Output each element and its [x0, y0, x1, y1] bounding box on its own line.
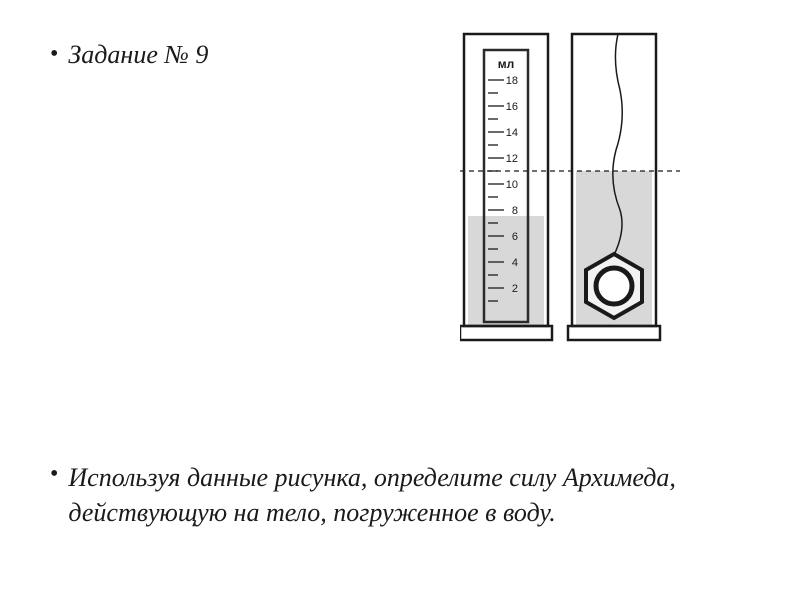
left-water	[468, 216, 544, 326]
cylinders-diagram: мл 18 16 14 12 10 8 6 4	[460, 20, 680, 360]
bullet-icon: •	[50, 40, 58, 69]
body-block: • Используя данные рисунка, определите с…	[50, 460, 750, 530]
left-base	[460, 326, 552, 340]
right-base	[568, 326, 660, 340]
right-cylinder	[568, 34, 660, 340]
left-cylinder: мл 18 16 14 12 10 8 6 4	[460, 34, 552, 340]
svg-text:10: 10	[506, 179, 518, 191]
bullet-icon: •	[50, 460, 58, 489]
svg-text:18: 18	[506, 75, 518, 87]
svg-text:4: 4	[512, 257, 518, 269]
task-title: Задание № 9	[68, 40, 208, 70]
task-body: Используя данные рисунка, определите сил…	[68, 460, 750, 530]
svg-text:6: 6	[512, 231, 518, 243]
diagram-svg: мл 18 16 14 12 10 8 6 4	[460, 20, 680, 360]
svg-text:16: 16	[506, 101, 518, 113]
svg-text:14: 14	[506, 127, 518, 139]
hex-nut	[586, 254, 642, 318]
svg-text:12: 12	[506, 153, 518, 165]
unit-label: мл	[498, 57, 515, 71]
svg-text:8: 8	[512, 205, 518, 217]
svg-text:2: 2	[512, 283, 518, 295]
